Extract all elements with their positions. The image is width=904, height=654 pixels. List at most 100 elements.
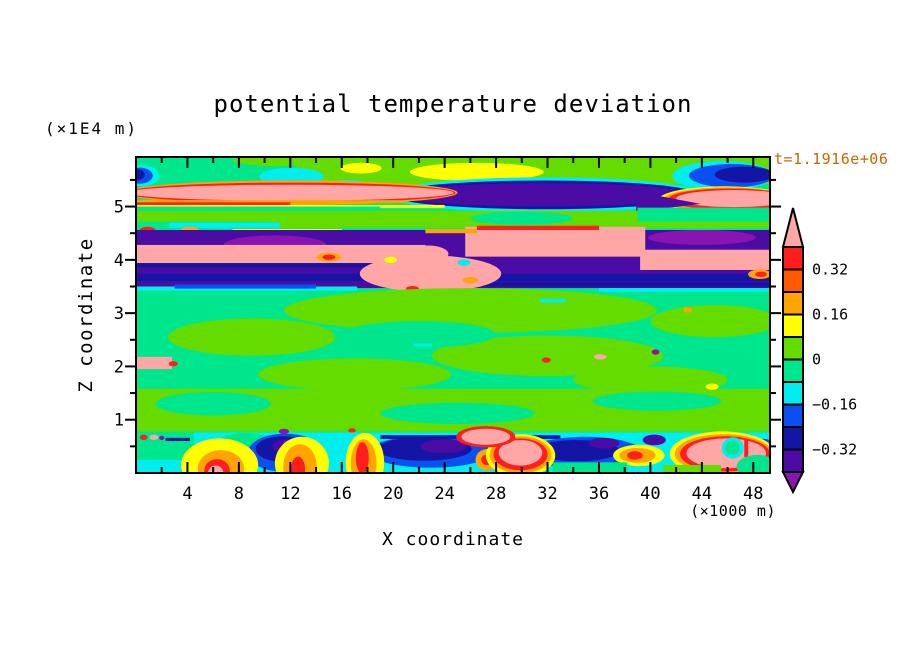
contour-region: [384, 256, 398, 264]
contour-region: [676, 190, 770, 208]
y-tick-label: 3: [114, 304, 124, 324]
colorbar-tick-label: 0: [812, 351, 821, 369]
contour-region: [647, 230, 756, 245]
contour-field: [136, 157, 770, 473]
contour-region: [232, 157, 323, 167]
contour-region: [588, 437, 620, 449]
contour-region: [136, 184, 454, 201]
x-tick-label: 24: [434, 484, 454, 504]
colorbar-arrow-top: [781, 207, 805, 248]
x-tick-label: 16: [332, 484, 352, 504]
colorbar-segment: [782, 336, 804, 361]
x-tick-label: 36: [589, 484, 609, 504]
contour-region: [573, 366, 728, 394]
contour-region: [413, 343, 432, 347]
contour-region: [637, 207, 770, 222]
colorbar-segment: [782, 448, 804, 473]
colorbar-tick-label: −0.32: [812, 441, 857, 459]
contour-region: [425, 228, 477, 234]
colorbar-segment: [782, 246, 804, 271]
contour-region: [165, 437, 191, 442]
x-tick-label: 4: [182, 484, 192, 504]
y-tick-label: 1: [114, 411, 124, 431]
colorbar-segment: [782, 358, 804, 383]
colorbar-segment: [782, 291, 804, 316]
contour-region: [149, 434, 159, 440]
contour-region: [593, 354, 607, 360]
contour-region: [136, 200, 407, 203]
contour-region: [465, 226, 646, 257]
timestamp-label: t=1.1916e+06: [774, 150, 889, 168]
contour-region: [640, 249, 770, 270]
x-tick-label: 20: [383, 484, 403, 504]
x-tick-label: 32: [537, 484, 557, 504]
contour-region: [457, 259, 471, 266]
colorbar-segment: [782, 313, 804, 338]
contour-region: [755, 271, 767, 277]
x-tick-label: 28: [486, 484, 506, 504]
contour-region: [136, 263, 419, 268]
contour-region: [663, 465, 722, 473]
y-tick-label: 4: [114, 251, 124, 271]
contour-region: [258, 358, 452, 391]
contour-region: [470, 211, 574, 225]
x-axis-unit-label: (×1000 m): [690, 502, 776, 520]
contour-region: [539, 298, 566, 303]
x-axis-title: X coordinate: [381, 529, 525, 550]
x-tick-label: 8: [234, 484, 244, 504]
contour-region: [714, 166, 770, 183]
contour-region: [139, 434, 148, 440]
contour-region: [683, 307, 693, 313]
contour-region: [636, 191, 701, 212]
contour-region: [340, 162, 382, 174]
contour-region: [168, 361, 178, 367]
contour-region: [155, 392, 272, 416]
contour-region: [431, 335, 664, 377]
contour-region: [470, 282, 770, 287]
contour-region: [409, 162, 544, 181]
contour-region: [627, 451, 643, 460]
contour-region: [290, 456, 306, 473]
contour-region: [136, 169, 145, 180]
contour-region: [168, 318, 336, 356]
contour-region: [642, 434, 666, 446]
contour-region: [322, 254, 336, 260]
x-tick-label: 48: [743, 484, 763, 504]
contour-region: [169, 222, 281, 228]
colorbar-tick-label: 0.16: [812, 306, 848, 324]
contour-region: [552, 462, 628, 473]
contour-region: [461, 428, 511, 445]
chart-title: potential temperature deviation: [213, 90, 693, 118]
colorbar-segment: [782, 268, 804, 293]
x-tick-label: 44: [692, 484, 712, 504]
contour-region: [359, 255, 502, 292]
colorbar-arrow-bottom: [781, 471, 805, 495]
colorbar-segment: [782, 426, 804, 451]
colorbar-segment: [782, 403, 804, 428]
contour-region: [725, 441, 740, 455]
contour-region: [278, 428, 290, 435]
contour-region: [476, 225, 599, 231]
y-tick-label: 5: [114, 198, 124, 218]
y-tick-label: 2: [114, 357, 124, 377]
contour-region: [705, 383, 719, 390]
colorbar-segment: [782, 381, 804, 406]
contour-region: [498, 439, 543, 466]
contour-region: [355, 442, 369, 473]
contour-region: [341, 321, 497, 348]
contour-region: [736, 454, 770, 473]
contour-region: [174, 284, 317, 289]
contour-region: [208, 465, 224, 473]
contour-region: [420, 439, 467, 454]
colorbar-tick-label: −0.16: [812, 396, 857, 414]
contour-region: [541, 357, 551, 363]
contour-region: [348, 428, 356, 433]
contour-region: [159, 435, 165, 440]
contour-region: [395, 183, 695, 207]
x-tick-label: 12: [280, 484, 300, 504]
contour-region: [136, 244, 426, 264]
contour-region: [650, 305, 770, 338]
contour-region: [136, 202, 291, 206]
